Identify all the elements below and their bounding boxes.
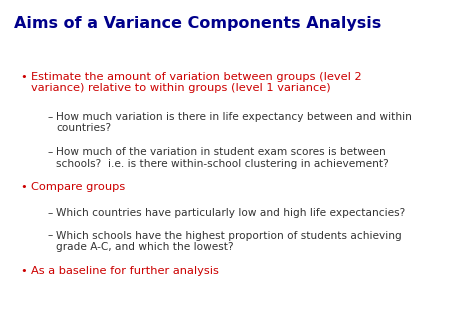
Text: Estimate the amount of variation between groups (level 2
variance) relative to w: Estimate the amount of variation between… [31, 72, 361, 93]
Text: –: – [47, 208, 53, 218]
Text: •: • [20, 182, 27, 192]
Text: Aims of a Variance Components Analysis: Aims of a Variance Components Analysis [14, 16, 381, 31]
Text: How much variation is there in life expectancy between and within
countries?: How much variation is there in life expe… [56, 112, 412, 133]
Text: •: • [20, 266, 27, 276]
Text: •: • [20, 72, 27, 82]
Text: Which countries have particularly low and high life expectancies?: Which countries have particularly low an… [56, 208, 405, 218]
Text: –: – [47, 147, 53, 157]
Text: –: – [47, 231, 53, 241]
Text: How much of the variation in student exam scores is between
schools?  i.e. is th: How much of the variation in student exa… [56, 147, 389, 168]
Text: Which schools have the highest proportion of students achieving
grade A-C, and w: Which schools have the highest proportio… [56, 231, 402, 252]
Text: Compare groups: Compare groups [31, 182, 125, 192]
Text: As a baseline for further analysis: As a baseline for further analysis [31, 266, 219, 276]
Text: –: – [47, 112, 53, 122]
